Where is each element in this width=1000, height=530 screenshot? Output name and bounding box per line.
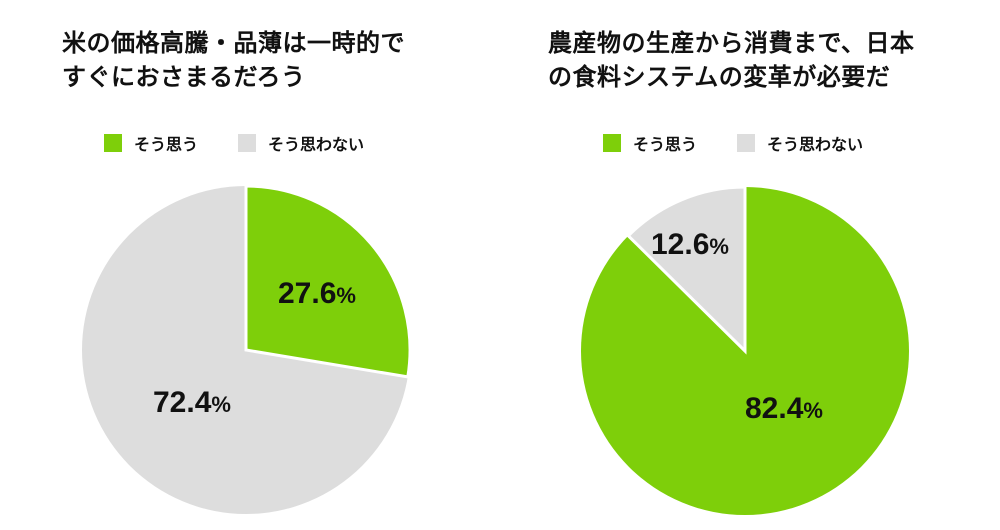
- legend-swatch-agree: [104, 134, 122, 152]
- legend-label-agree: そう思う: [134, 135, 199, 154]
- legend-swatch-disagree: [737, 134, 756, 152]
- pie-label-agree: 82.4%: [745, 392, 823, 425]
- legend-item-disagree: そう思わない: [238, 131, 364, 155]
- legend-label-disagree: そう思わない: [767, 135, 864, 154]
- pie-label-agree: 27.6%: [278, 277, 356, 310]
- chart-legend: そう思う そう思わない: [603, 131, 903, 155]
- chart-title-line2: の食料システムの変革が必要だ: [548, 63, 891, 91]
- chart-title: 米の価格高騰・品薄は一時的で すぐにおさまるだろう: [62, 26, 405, 94]
- chart-title-line2: すぐにおさまるだろう: [62, 63, 306, 91]
- legend-label-disagree: そう思わない: [268, 135, 365, 154]
- legend-swatch-disagree: [238, 134, 257, 152]
- legend-item-disagree: そう思わない: [737, 131, 863, 155]
- legend-swatch-agree: [603, 134, 621, 152]
- legend-label-agree: そう思う: [633, 135, 698, 154]
- chart-title-line1: 農産物の生産から消費まで、日本: [548, 29, 915, 57]
- pie-chart: 12.6% 82.4%: [581, 185, 909, 515]
- chart-title: 農産物の生産から消費まで、日本 の食料システムの変革が必要だ: [548, 26, 915, 94]
- chart-panel-rice-price: 米の価格高騰・品薄は一時的で すぐにおさまるだろう そう思う そう思わない 27…: [62, 26, 412, 514]
- chart-title-line1: 米の価格高騰・品薄は一時的で: [62, 29, 405, 57]
- chart-panel-food-system: 農産物の生産から消費まで、日本 の食料システムの変革が必要だ そう思う そう思わ…: [500, 0, 1000, 530]
- pie-chart: 27.6% 72.4%: [82, 184, 412, 514]
- pie-slice-agree: [244, 184, 412, 379]
- pie-label-disagree: 72.4%: [153, 386, 231, 419]
- chart-legend: そう思う そう思わない: [104, 131, 404, 155]
- legend-item-agree: そう思う: [603, 131, 697, 155]
- pie-label-disagree: 12.6%: [651, 228, 729, 261]
- pie-slice-disagree: [626, 185, 747, 355]
- legend-item-agree: そう思う: [104, 131, 198, 155]
